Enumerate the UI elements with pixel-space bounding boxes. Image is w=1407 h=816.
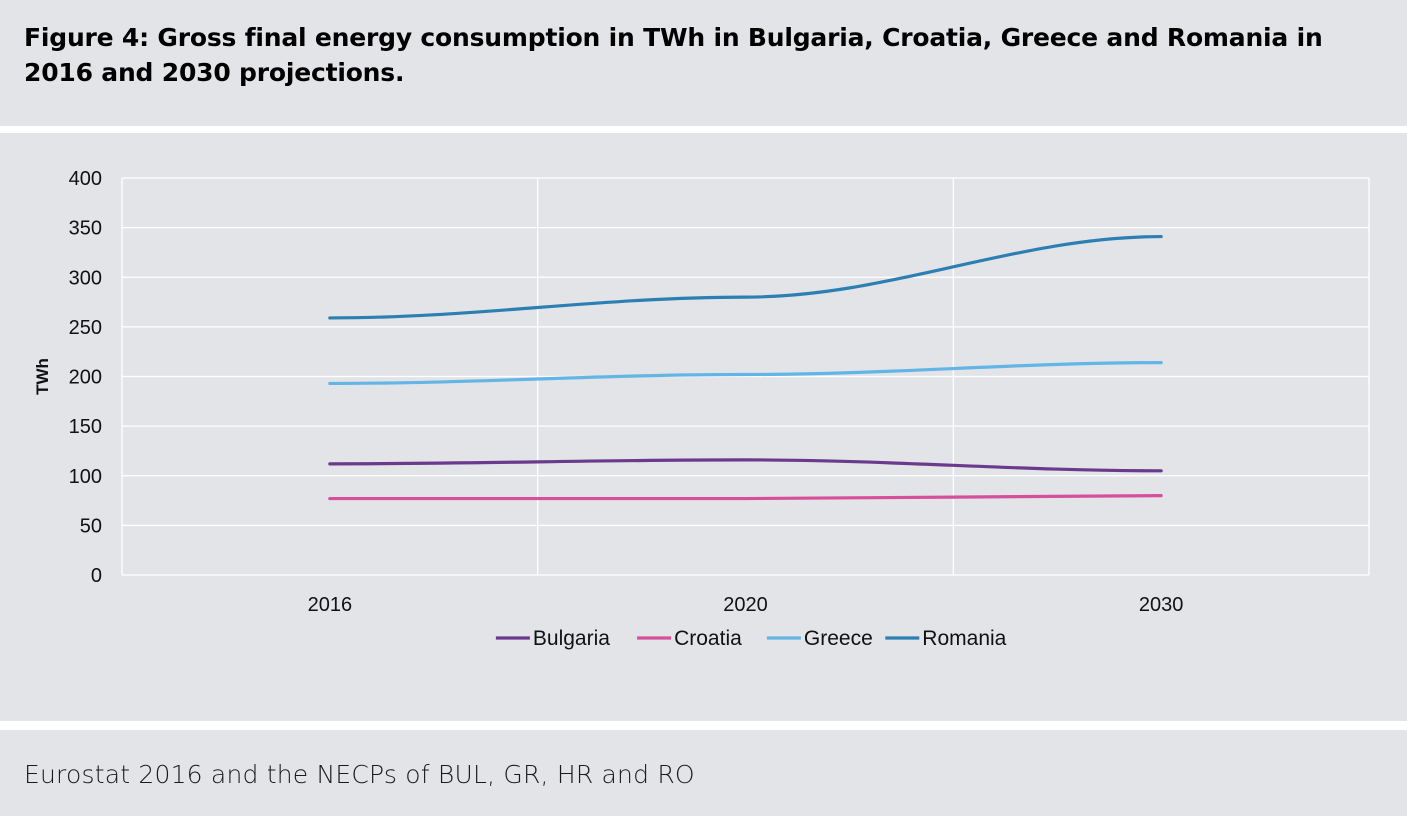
x-tick-label: 2020 (723, 594, 768, 616)
legend-label-bulgaria: Bulgaria (533, 627, 610, 650)
series-line-romania (328, 234, 1163, 320)
series-line-croatia (328, 494, 1163, 501)
series-line-bulgaria (328, 458, 1163, 473)
y-tick-label: 100 (69, 466, 102, 488)
series-line-greece (328, 361, 1163, 386)
y-tick-label: 300 (69, 267, 102, 289)
y-tick-label: 400 (69, 168, 102, 190)
x-tick-label: 2016 (308, 594, 353, 616)
y-axis-label: TWh (33, 358, 52, 395)
y-tick-label: 200 (69, 367, 102, 389)
x-tick-label: 2030 (1139, 594, 1184, 616)
legend-label-greece: Greece (804, 627, 873, 650)
y-tick-label: 350 (69, 218, 102, 240)
y-tick-label: 50 (80, 515, 102, 537)
y-tick-label: 250 (69, 317, 102, 339)
source-note: Eurostat 2016 and the NECPs of BUL, GR, … (24, 760, 695, 789)
y-tick-label: 150 (69, 416, 102, 438)
y-tick-label: 0 (91, 565, 102, 587)
chart-panel: 0 50 100 150 200 250 300 350 400 2016 2020 2030 TWh B… (0, 133, 1407, 721)
figure-title: Figure 4: Gross final energy consumption… (24, 23, 1323, 87)
source-band: Eurostat 2016 and the NECPs of BUL, GR, … (0, 730, 1407, 816)
title-band: Figure 4: Gross final energy consumption… (0, 0, 1407, 126)
line-chart: 0 50 100 150 200 250 300 350 400 2016 2020 2030 TWh B… (33, 168, 1370, 650)
legend-label-romania: Romania (922, 627, 1006, 650)
legend-label-croatia: Croatia (674, 627, 742, 650)
